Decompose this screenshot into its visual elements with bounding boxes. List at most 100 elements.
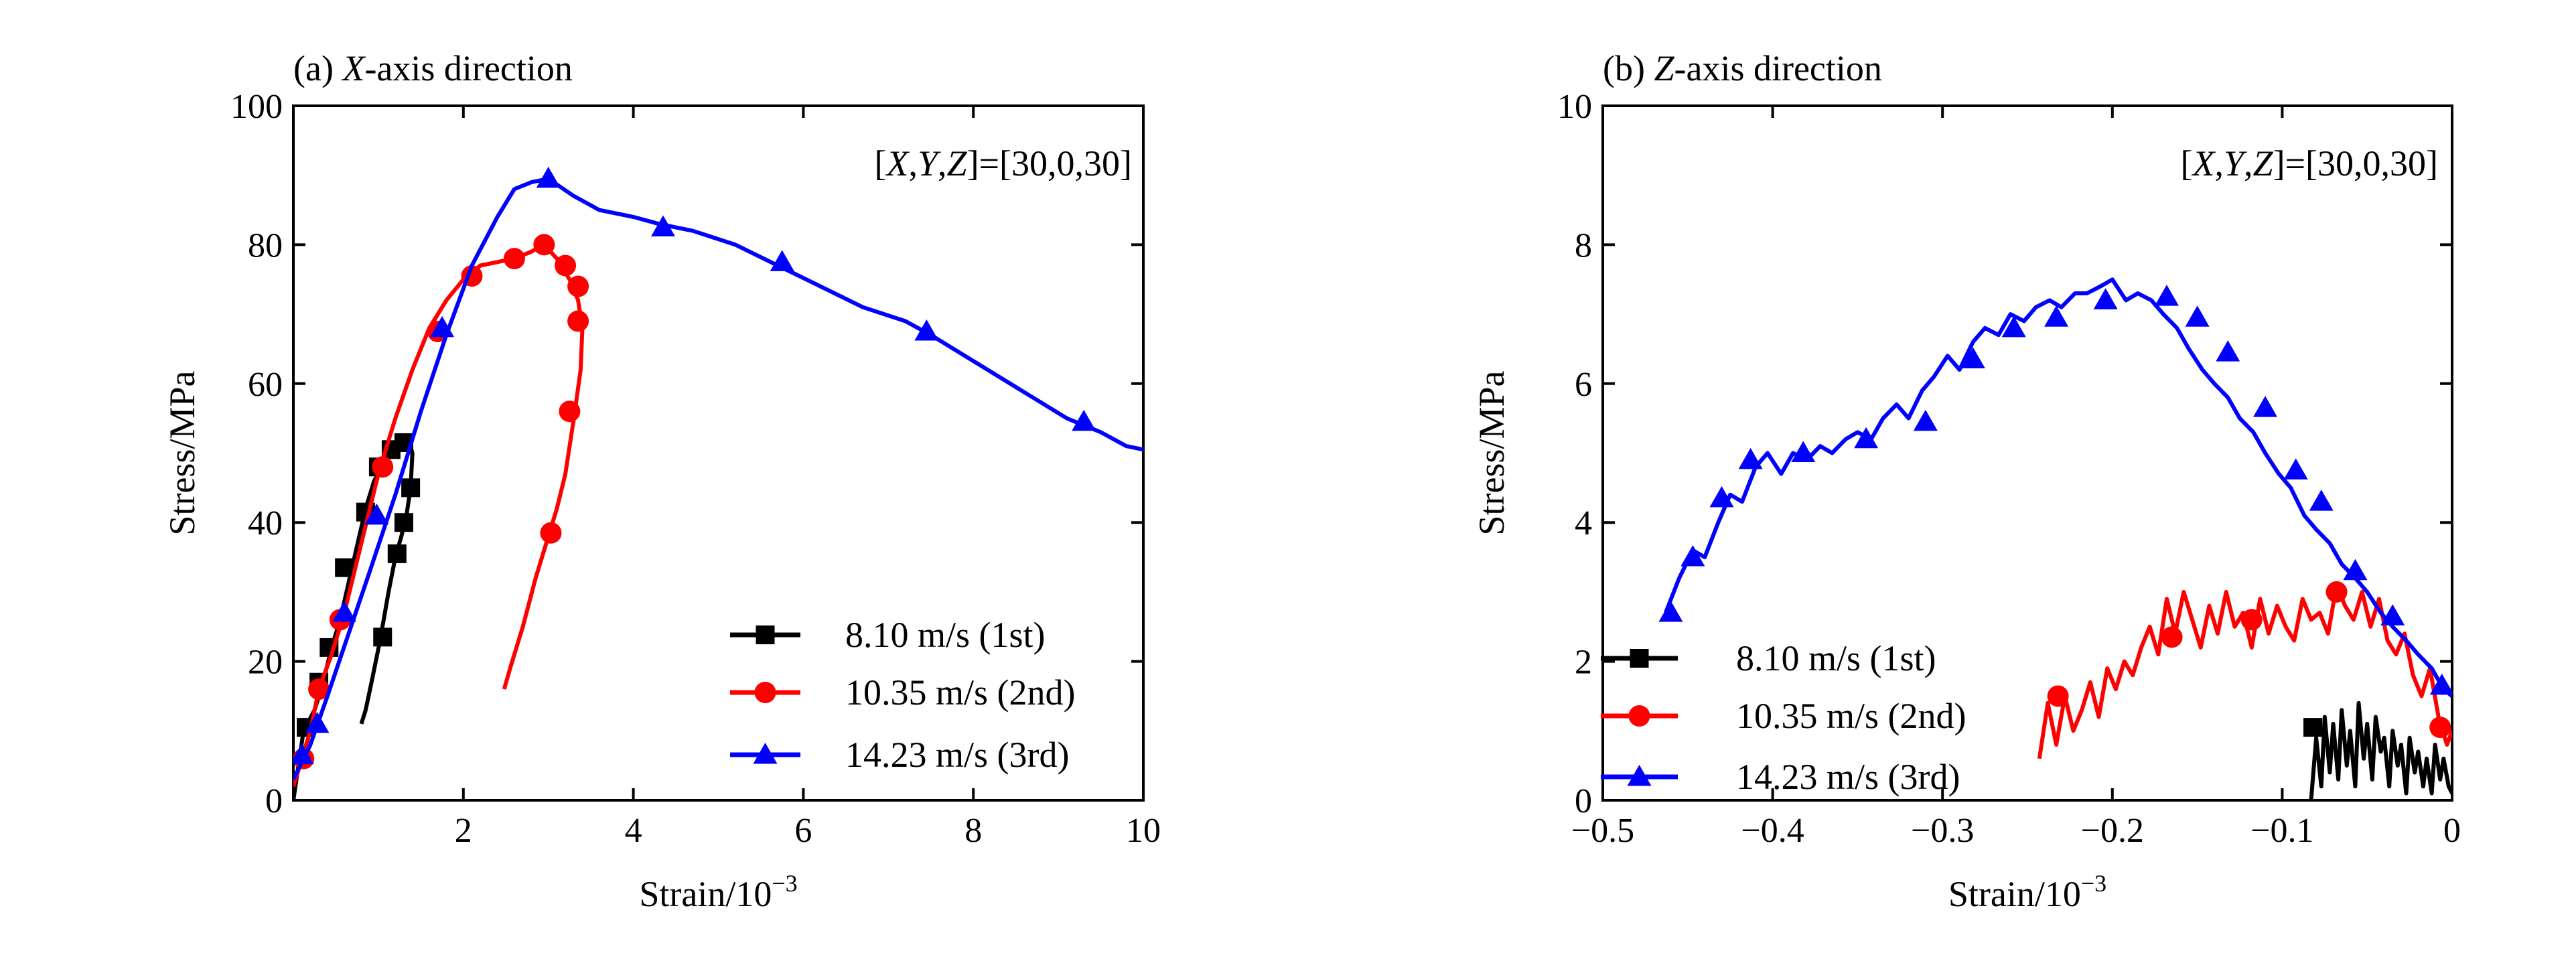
data-point <box>2380 604 2405 625</box>
data-point <box>364 503 389 525</box>
series-square <box>293 433 421 800</box>
data-point <box>2429 717 2451 739</box>
y-tick-label: 20 <box>248 644 283 682</box>
data-point <box>2429 673 2452 695</box>
data-point <box>1680 545 1705 567</box>
y-tick-label: 100 <box>230 88 283 126</box>
chart-title: (b) Z-axis direction <box>1603 48 1882 88</box>
data-area <box>293 166 1143 800</box>
data-point <box>1960 347 1985 369</box>
data-point <box>372 456 394 478</box>
legend-label: 14.23 m/s (3rd) <box>1736 757 1960 797</box>
parameter-annotation: [X,Y,Z]=[30,0,30] <box>875 143 1132 183</box>
data-point <box>2253 396 2278 417</box>
data-point <box>387 544 407 563</box>
chart-title: (a) X-axis direction <box>293 48 573 88</box>
legend-label: 8.10 m/s (1st) <box>1736 638 1936 678</box>
x-tick-label: 2 <box>455 812 472 850</box>
series-line <box>1664 277 2452 698</box>
data-point <box>1738 447 1763 469</box>
data-point <box>536 166 561 188</box>
y-tick-label: 10 <box>1557 88 1592 126</box>
x-tick-label: 8 <box>964 812 982 850</box>
data-point <box>335 558 354 577</box>
y-tick-label: 60 <box>248 366 283 404</box>
series-line <box>2037 583 2452 759</box>
legend-marker <box>754 682 776 703</box>
data-point <box>651 215 676 236</box>
y-axis-label: Stress/MPa <box>162 370 202 535</box>
series-circle <box>2037 581 2452 759</box>
y-tick-label: 40 <box>248 504 283 542</box>
data-point <box>567 310 589 332</box>
data-point <box>1072 409 1096 431</box>
y-tick-label: 80 <box>248 226 283 265</box>
data-point <box>2047 685 2069 707</box>
data-point <box>2325 581 2348 603</box>
plot-frame <box>1601 104 2453 802</box>
data-point <box>555 254 577 277</box>
data-point <box>2303 718 2323 737</box>
x-tick-label: −0.3 <box>1911 812 1974 850</box>
chart-panel-b: (b) Z-axis direction −0.5 −0.4 −0.3 −0.2 −0.1… <box>1472 48 2461 914</box>
data-point <box>2001 315 2026 338</box>
legend-marker <box>1627 765 1652 786</box>
legend-label: 10.35 m/s (2nd) <box>845 672 1076 713</box>
data-point <box>308 678 330 701</box>
x-tick-label: 6 <box>794 812 812 850</box>
data-point <box>401 478 421 498</box>
x-axis-label: Strain/10−3 <box>639 870 797 914</box>
data-point <box>2185 305 2210 327</box>
legend-marker <box>756 625 775 644</box>
plot-frame <box>292 104 1145 802</box>
y-tick-label: 8 <box>1575 226 1592 265</box>
data-point <box>2161 626 2183 648</box>
data-point <box>1913 409 1938 431</box>
data-point <box>2283 458 2308 480</box>
data-area <box>1658 277 2452 800</box>
data-point <box>2093 288 2118 309</box>
data-point <box>332 601 357 622</box>
series-square <box>2303 701 2452 800</box>
x-tick-label: −0.2 <box>2081 812 2144 850</box>
parameter-annotation: [X,Y,Z]=[30,0,30] <box>2181 143 2438 183</box>
data-point <box>2216 340 2240 362</box>
series-triangle <box>293 166 1143 781</box>
x-tick-label: −0.4 <box>1741 812 1804 850</box>
series-circle <box>293 234 589 788</box>
x-tick-label: −0.5 <box>1571 812 1634 850</box>
data-point <box>1854 427 1879 449</box>
data-point <box>503 248 525 270</box>
legend: 8.10 m/s (1st) 10.35 m/s (2nd) 14.23 m/s (… <box>730 615 1076 775</box>
data-point <box>1658 601 1683 622</box>
y-tick-label: 6 <box>1575 366 1592 404</box>
y-tick-label: 4 <box>1575 504 1592 542</box>
x-tick-label: −0.1 <box>2250 812 2313 850</box>
legend-marker <box>1630 649 1649 668</box>
legend-label: 8.10 m/s (1st) <box>845 615 1046 655</box>
series-triangle <box>1658 277 2452 698</box>
data-point <box>293 743 314 765</box>
x-axis-label: Strain/10−3 <box>1948 870 2106 914</box>
x-tick-label: 0 <box>2443 812 2461 850</box>
legend: 8.10 m/s (1st) 10.35 m/s (2nd) 14.23 m/s (… <box>1601 638 1966 797</box>
legend-label: 14.23 m/s (3rd) <box>845 735 1069 775</box>
x-tick-label: 10 <box>1126 812 1161 850</box>
data-point <box>2309 490 2334 511</box>
y-tick-label: 2 <box>1575 644 1592 682</box>
data-point <box>2240 609 2263 631</box>
data-point <box>373 628 392 647</box>
data-point <box>1709 486 1734 508</box>
data-point <box>430 315 455 338</box>
y-axis-label: Stress/MPa <box>1472 370 1512 535</box>
data-point <box>394 513 413 532</box>
legend-marker <box>1628 705 1650 727</box>
data-point <box>533 234 555 256</box>
series-line <box>293 176 1143 781</box>
data-point <box>1791 441 1816 462</box>
data-point <box>914 319 939 341</box>
data-point <box>2343 559 2368 581</box>
data-point <box>305 711 330 733</box>
